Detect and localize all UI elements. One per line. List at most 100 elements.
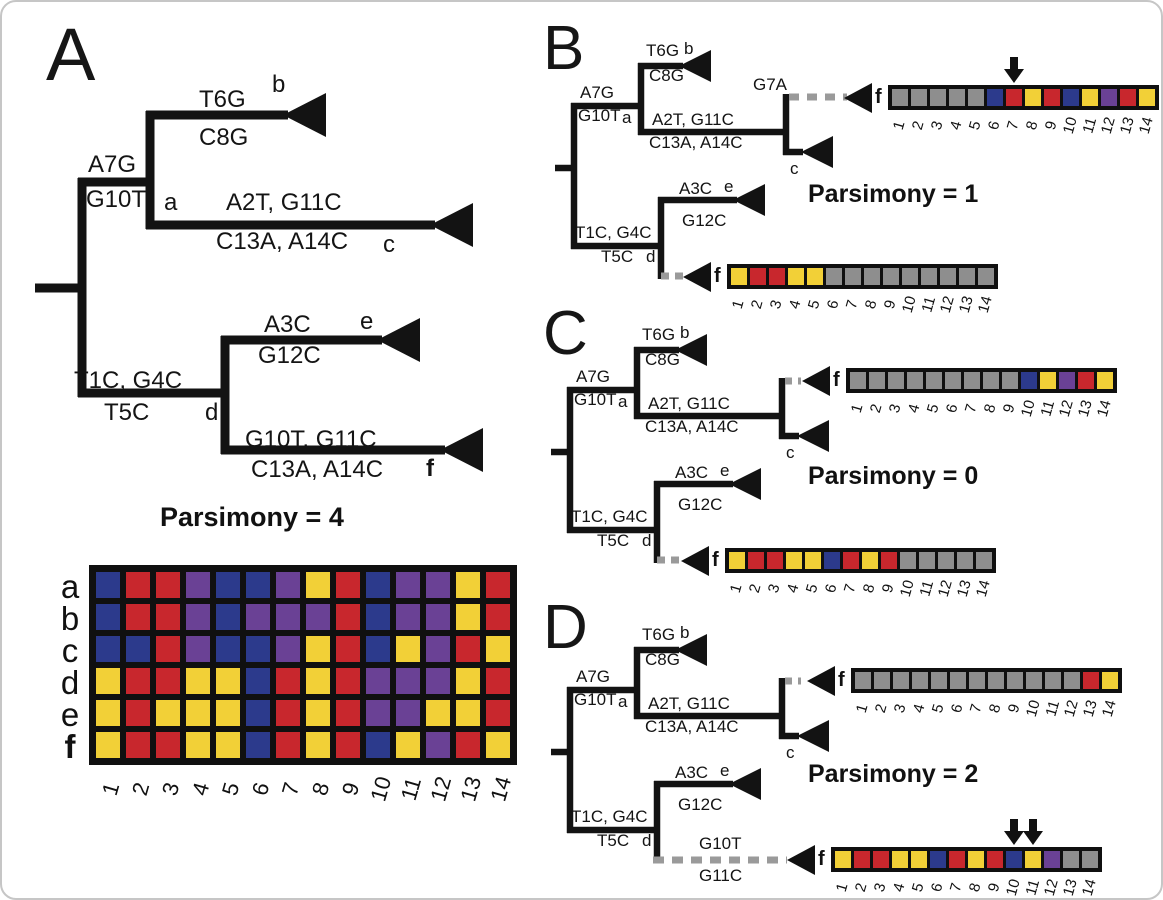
tick-label: 8 bbox=[1023, 119, 1042, 132]
sequence-cell bbox=[930, 89, 946, 106]
panel-c-letter: C bbox=[543, 299, 588, 368]
sequence-cell bbox=[769, 268, 785, 285]
tick-label: 2 bbox=[746, 582, 765, 595]
tick-label: 4 bbox=[786, 298, 805, 311]
sequence-cell bbox=[949, 89, 965, 106]
matrix-cell bbox=[216, 572, 240, 598]
taxon-label-b: b bbox=[680, 323, 690, 342]
taxon-label-b: b bbox=[684, 39, 694, 58]
matrix-cell bbox=[96, 668, 120, 694]
matrix-cell bbox=[216, 604, 240, 630]
tick-label: 6 bbox=[928, 881, 947, 894]
sequence-cell bbox=[767, 552, 783, 569]
matrix-cell bbox=[186, 604, 210, 630]
node-label-d: d bbox=[646, 247, 656, 266]
taxon-label-f: f bbox=[714, 265, 721, 287]
sequence-cell bbox=[1044, 851, 1060, 868]
tick-label: 4 bbox=[905, 402, 924, 415]
sequence-cell bbox=[1040, 372, 1056, 389]
mutation-label-c-below: C13A, A14C bbox=[645, 717, 739, 736]
matrix-cell bbox=[276, 636, 300, 662]
matrix-cell bbox=[126, 668, 150, 694]
sequence-cell bbox=[911, 89, 927, 106]
matrix-cell bbox=[306, 668, 330, 694]
mutation-label-e-below: G12C bbox=[682, 211, 727, 230]
parsimony-score-a: Parsimony = 4 bbox=[160, 502, 344, 532]
matrix-cell bbox=[426, 668, 450, 694]
mutation-label-b-below: C8G bbox=[199, 124, 249, 151]
mutation-label-b-above: T6G bbox=[642, 325, 676, 344]
mutation-label-e-above: A3C bbox=[679, 179, 713, 198]
mutation-label-b-below: C8G bbox=[649, 66, 684, 85]
mutation-label-b-above: T6G bbox=[199, 86, 246, 113]
tick-label: 3 bbox=[765, 582, 784, 595]
matrix-cell bbox=[216, 700, 240, 726]
matrix-cell bbox=[366, 604, 390, 630]
tick-label: 7 bbox=[967, 702, 986, 715]
node-label-d: d bbox=[642, 831, 652, 850]
taxon-label-f: f bbox=[712, 549, 719, 571]
sequence-cell bbox=[850, 372, 866, 389]
taxon-label-c: c bbox=[383, 231, 395, 258]
node-label-a: a bbox=[618, 392, 628, 411]
tick-label: 7 bbox=[841, 582, 860, 595]
taxon-label-f: f bbox=[875, 86, 882, 108]
matrix-cell bbox=[396, 604, 420, 630]
tick-label: 2 bbox=[872, 702, 891, 715]
sequence-cell bbox=[976, 552, 992, 569]
alignment-matrix-grid bbox=[89, 565, 517, 765]
matrix-row-label: a bbox=[60, 568, 80, 605]
tick-label: 8 bbox=[862, 298, 881, 311]
phylo-tree-panel-b: A7G G10T a T6G b C8G A2T, G11C C13A, A14… bbox=[553, 39, 893, 292]
mutation-label-a-below: G10T bbox=[86, 186, 147, 213]
sequence-cell bbox=[824, 552, 840, 569]
taxon-label-c: c bbox=[786, 443, 795, 462]
sequence-cell bbox=[731, 268, 747, 285]
matrix-cell bbox=[486, 604, 510, 630]
sequence-bar bbox=[846, 368, 1117, 393]
tick-label: 7 bbox=[947, 881, 966, 894]
phylo-tree-b-svg bbox=[555, 50, 847, 280]
tick-label: 2 bbox=[867, 402, 886, 415]
matrix-cell bbox=[456, 668, 480, 694]
mutation-label-e-above: A3C bbox=[264, 311, 311, 338]
matrix-cell bbox=[126, 732, 150, 758]
tick-label: 5 bbox=[929, 702, 948, 715]
node-label-d: d bbox=[205, 399, 219, 426]
taxon-label-e: e bbox=[720, 461, 730, 480]
sequence-cell bbox=[892, 89, 908, 106]
tick-label: 9 bbox=[1042, 119, 1061, 132]
clade-triangle-icon bbox=[733, 184, 765, 216]
sequence-bar bbox=[727, 264, 998, 289]
sequence-cell bbox=[950, 672, 966, 689]
tick-label: 13 bbox=[1075, 398, 1096, 419]
tick-label: 8 bbox=[306, 779, 335, 799]
sequence-cell bbox=[1002, 372, 1018, 389]
tick-label: 6 bbox=[246, 779, 275, 799]
sequence-bar-ticks: 1 2 3 4 5 6 7 8 9 10 11 12 13 14 bbox=[848, 394, 1115, 430]
mutation-label-d-above: T1C, G4C bbox=[575, 223, 652, 242]
tick-label: 3 bbox=[886, 402, 905, 415]
mutation-label-g7a: G7A bbox=[753, 75, 788, 94]
mutation-label-g10t: G10T bbox=[699, 834, 742, 853]
matrix-cell bbox=[246, 572, 270, 598]
matrix-cell bbox=[186, 732, 210, 758]
tick-label: 7 bbox=[276, 779, 305, 799]
tick-label: 12 bbox=[1061, 698, 1082, 719]
mutation-arrow-icon bbox=[1004, 819, 1024, 845]
sequence-cell bbox=[729, 552, 745, 569]
sequence-cell bbox=[938, 552, 954, 569]
sequence-cell bbox=[835, 851, 851, 868]
tick-label: 6 bbox=[824, 298, 843, 311]
matrix-cell bbox=[96, 636, 120, 662]
sequence-cell bbox=[945, 372, 961, 389]
sequence-cell bbox=[874, 672, 890, 689]
tick-label: 5 bbox=[966, 119, 985, 132]
mutation-label-d-below: T5C bbox=[601, 247, 634, 266]
matrix-cell bbox=[96, 604, 120, 630]
sequence-cell bbox=[788, 268, 804, 285]
matrix-cell bbox=[366, 636, 390, 662]
node-label-a: a bbox=[622, 108, 632, 127]
